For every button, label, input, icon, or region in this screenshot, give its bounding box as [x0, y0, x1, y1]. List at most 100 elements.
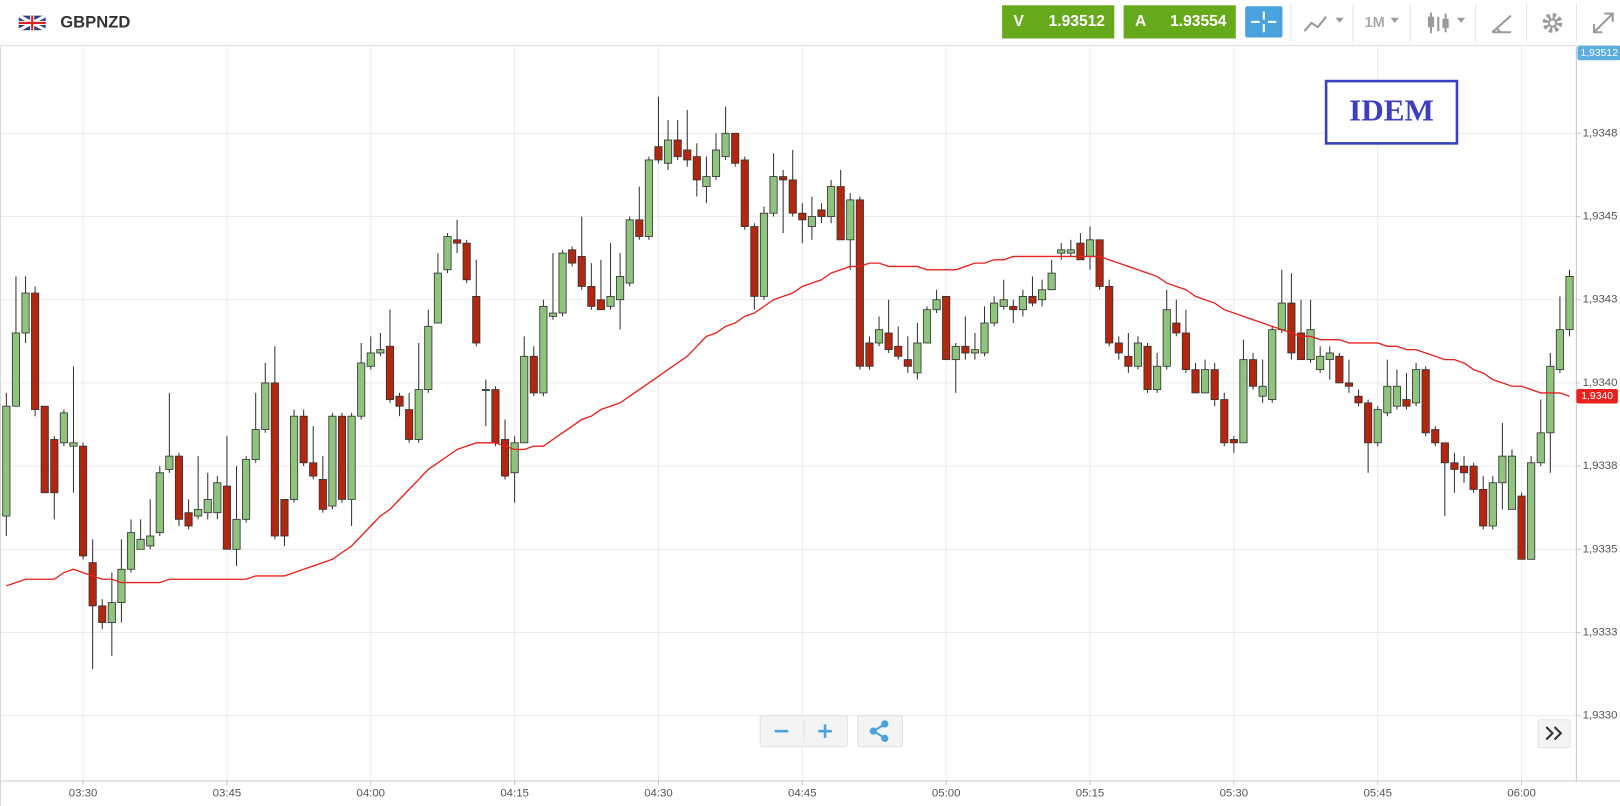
candle-body — [1181, 332, 1190, 371]
candle-body — [654, 146, 663, 161]
candle-body — [1047, 272, 1056, 291]
timeframe-button[interactable]: 1M — [1365, 15, 1399, 31]
candle-body — [942, 295, 951, 361]
scroll-end[interactable] — [1545, 726, 1563, 741]
candle-body — [1354, 395, 1363, 404]
candle-body — [961, 345, 970, 354]
candle-body — [347, 415, 356, 500]
candle-body — [606, 295, 615, 307]
indicator-button[interactable] — [1303, 16, 1344, 32]
fullscreen-button[interactable] — [1593, 12, 1614, 34]
candle-body — [980, 322, 989, 354]
candle-body — [405, 409, 414, 440]
x-tick-label: 04:00 — [356, 787, 385, 799]
candle-body — [702, 176, 711, 187]
share[interactable] — [869, 720, 889, 743]
y-tick-label: 1,9345 — [1583, 211, 1618, 223]
candle-body — [884, 332, 893, 351]
candle-body — [1095, 239, 1104, 287]
candle-body — [587, 285, 596, 307]
candle-body — [1066, 249, 1075, 254]
y-tick-label: 1,9330 — [1583, 710, 1618, 722]
candle-body — [337, 415, 347, 500]
candle-body — [98, 605, 107, 623]
candle-body — [970, 349, 979, 354]
share-box — [857, 715, 903, 748]
candle-body — [635, 219, 644, 237]
candle-body — [59, 412, 68, 444]
sell-label[interactable]: V — [1014, 13, 1025, 30]
price-label-box — [1577, 45, 1620, 61]
candle-body — [11, 332, 20, 407]
candle-body — [318, 479, 327, 510]
candle-body — [472, 295, 481, 344]
candle-body — [194, 508, 203, 517]
zoom-controls — [759, 715, 1571, 749]
candle-body — [232, 518, 241, 550]
candle-body — [683, 149, 692, 161]
zoom-in[interactable] — [818, 724, 832, 738]
candle-body — [1440, 442, 1449, 464]
sell-button[interactable]: V 1.93512 — [1002, 5, 1115, 39]
x-tick-label: 03:30 — [69, 787, 98, 799]
candle-body — [222, 485, 231, 550]
candle-body — [1201, 369, 1210, 394]
candle-body — [548, 312, 558, 317]
chart-type-button[interactable] — [1427, 12, 1466, 34]
candle-body — [865, 342, 874, 367]
candle-body — [1229, 439, 1238, 444]
scroll-end-box — [1537, 719, 1571, 749]
candle-body — [1162, 309, 1171, 367]
candle-body — [1018, 295, 1027, 311]
candle-body — [385, 345, 395, 400]
timeframe[interactable]: 1M — [1365, 15, 1385, 31]
candle-body — [1421, 369, 1430, 434]
candle-body — [1153, 365, 1162, 390]
candle-body — [711, 149, 721, 178]
candle-body — [692, 156, 701, 181]
candle-body — [1316, 355, 1325, 371]
buy-button[interactable]: A 1.93554 — [1123, 5, 1236, 39]
candle-body — [203, 498, 212, 514]
candle-body — [395, 395, 404, 407]
candle-body — [577, 256, 586, 287]
candle-body — [424, 325, 433, 390]
buy-label[interactable]: A — [1135, 13, 1146, 30]
candle-body — [1258, 385, 1267, 397]
candle-body — [1268, 329, 1277, 400]
buy-price[interactable]: 1.93554 — [1170, 13, 1227, 30]
candle-body — [117, 568, 126, 603]
sell-box[interactable] — [1002, 5, 1115, 39]
candle-body — [788, 179, 797, 214]
candle-body — [443, 236, 452, 271]
sell-price[interactable]: 1.93512 — [1049, 13, 1106, 30]
settings-button[interactable] — [1542, 13, 1563, 33]
candle-body — [481, 389, 490, 392]
candle-body — [1488, 482, 1497, 527]
header: GBPNZD V 1.93512 A 1.93554 1M — [0, 4, 1620, 47]
axes: 1,9330 1,9333 1,9335 1,9338 1,9340 1,9343 1,93… — [69, 45, 1620, 799]
crosshair-button[interactable] — [1245, 6, 1283, 38]
candle-body — [625, 219, 634, 284]
candle-body — [1057, 249, 1066, 254]
candle-body — [1220, 399, 1229, 444]
candle-body — [1325, 352, 1334, 361]
candle-body — [807, 216, 816, 227]
candle-body — [40, 405, 49, 494]
candle-body — [644, 159, 653, 237]
drawing-button[interactable] — [1491, 14, 1512, 34]
candle-body — [491, 389, 500, 444]
candle-body — [1133, 342, 1143, 367]
candle-body — [1431, 429, 1440, 444]
candle-body — [596, 299, 605, 311]
candle-body — [50, 439, 59, 494]
candle-body — [107, 602, 116, 623]
candle-body — [558, 252, 567, 314]
candle-body — [1392, 385, 1401, 407]
candle-body — [1459, 465, 1469, 474]
candle-body — [1248, 359, 1258, 387]
candle-body — [1277, 302, 1286, 331]
y-tick-label: 1,9343 — [1583, 294, 1618, 306]
buy-box[interactable] — [1123, 5, 1236, 39]
candle-body — [280, 498, 289, 537]
